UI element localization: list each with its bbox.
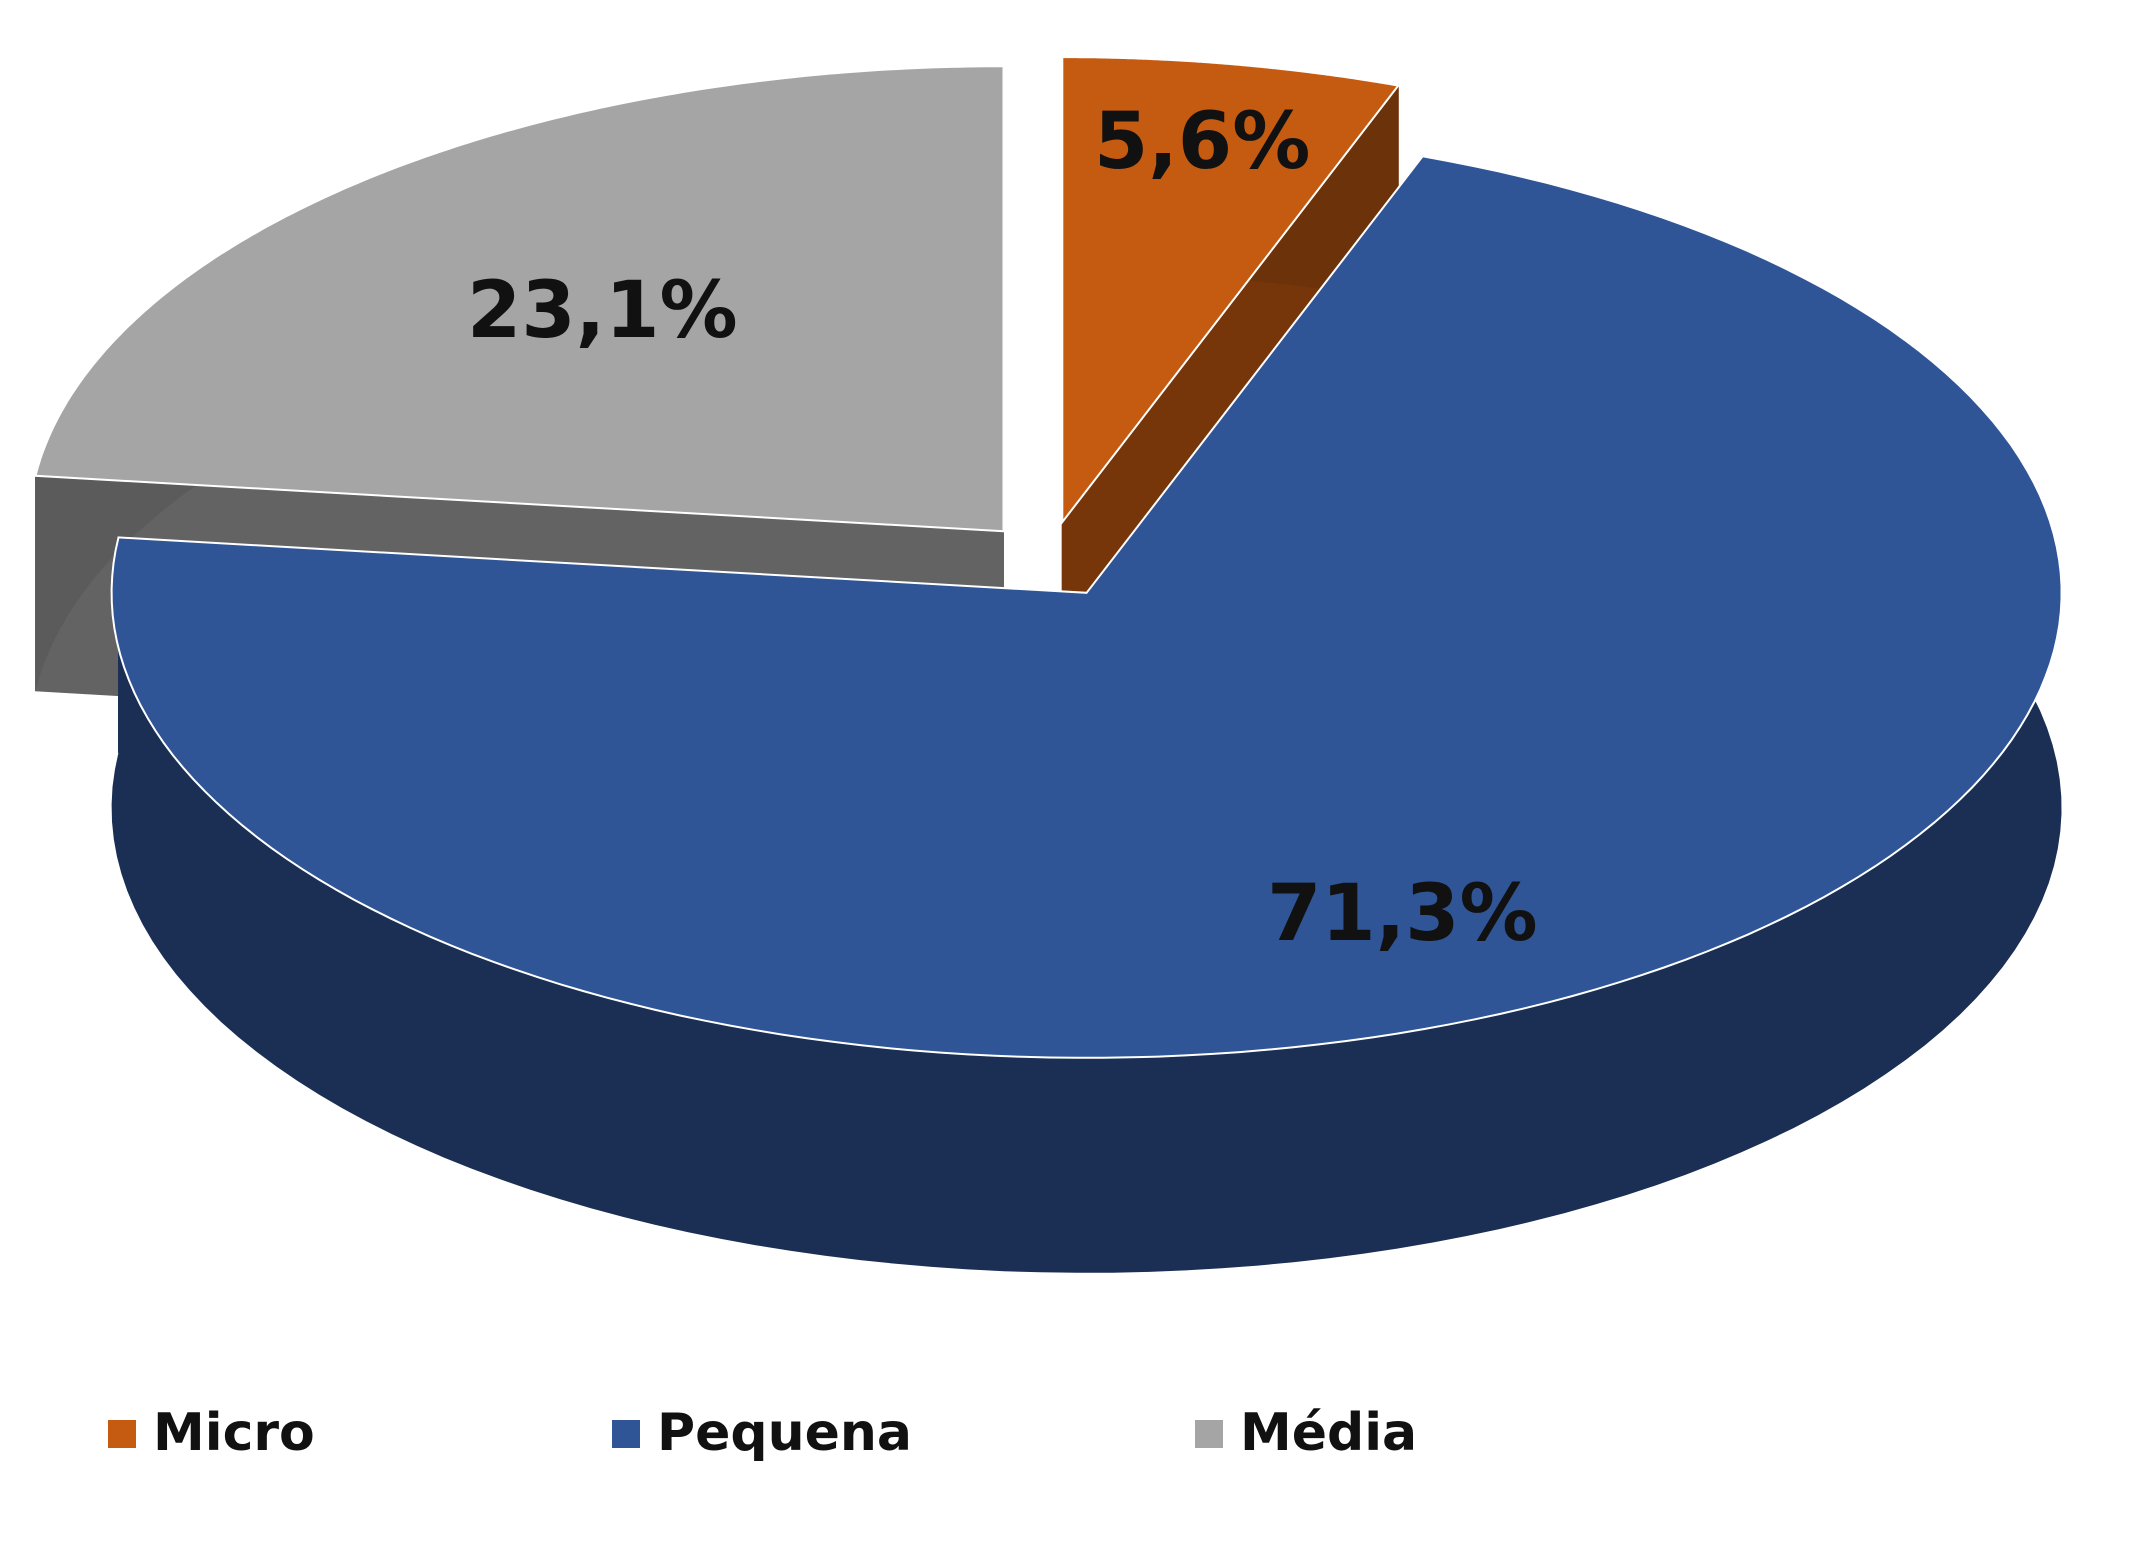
legend-label: Pequena (657, 1403, 912, 1463)
legend-swatch (1195, 1420, 1223, 1448)
slice (1061, 56, 1401, 526)
legend-label: Média (1240, 1403, 1417, 1463)
legend-swatch (108, 1420, 136, 1448)
legend-item: Média (1195, 1403, 1417, 1463)
data-label: 5,6% (1094, 97, 1310, 187)
slice-tops (34, 56, 2063, 1059)
data-label: 23,1% (467, 266, 738, 356)
data-label: 71,3% (1267, 869, 1538, 959)
legend-label: Micro (153, 1403, 315, 1463)
slice (110, 155, 2063, 1059)
slice (34, 65, 1005, 533)
legend-item: Micro (108, 1403, 315, 1463)
legend-item: Pequena (612, 1403, 912, 1463)
legend-swatch (612, 1420, 640, 1448)
